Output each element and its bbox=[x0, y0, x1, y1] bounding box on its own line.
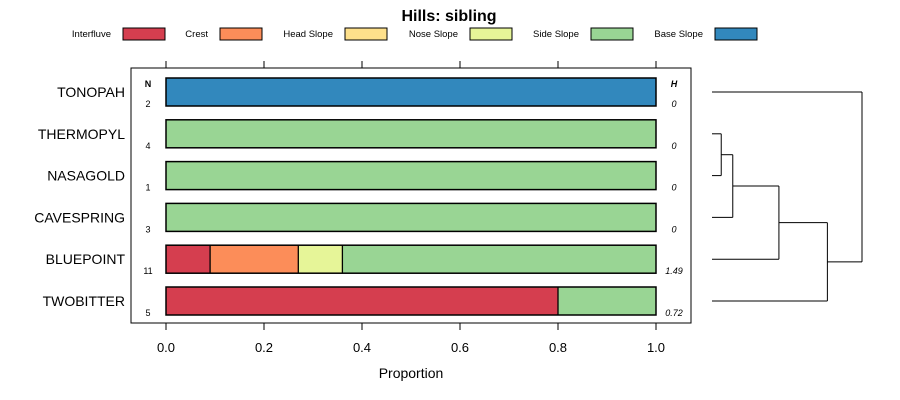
legend-swatch-base-slope bbox=[714, 27, 758, 41]
h-value-tonopah: 0 bbox=[671, 99, 676, 109]
h-value-cavespring: 0 bbox=[671, 224, 676, 234]
row-label-bluepoint: BLUEPOINT bbox=[46, 251, 126, 267]
h-value-bluepoint: 1.49 bbox=[665, 266, 683, 276]
x-tick-label-4: 0.8 bbox=[549, 340, 567, 355]
legend-label-crest: Crest bbox=[185, 29, 208, 40]
bar-segment-nasagold-side-slope bbox=[166, 161, 656, 190]
bar-outline-tonopah bbox=[165, 77, 657, 107]
plot-frame bbox=[130, 67, 692, 324]
bar-segment-bluepoint-side-slope bbox=[342, 245, 656, 274]
bar-segment-twobitter-interfluve bbox=[166, 287, 558, 315]
x-axis-ticks: 0.0 0.2 0.4 0.6 0.8 1.0 bbox=[157, 61, 665, 355]
n-value-bluepoint: 11 bbox=[143, 266, 152, 276]
n-value-nasagold: 1 bbox=[145, 183, 150, 193]
x-tick-label-1: 0.2 bbox=[255, 340, 273, 355]
x-tick-label-2: 0.4 bbox=[353, 340, 371, 355]
h-value-nasagold: 0 bbox=[671, 183, 676, 193]
h-column-header: H bbox=[671, 79, 678, 89]
n-column-header: N bbox=[145, 79, 152, 89]
x-tick-label-3: 0.6 bbox=[451, 340, 469, 355]
bar-rows: TONOPAH 2 0 THERMOPYL 4 0 NASAGOLD 1 0 CAVESPRING… bbox=[34, 77, 683, 318]
x-tick-label-5: 1.0 bbox=[647, 340, 665, 355]
legend: Interfluve Crest Head Slope Nose Slope Side … bbox=[72, 27, 758, 41]
dendrogram bbox=[712, 91, 863, 302]
bar-segment-bluepoint-interfluve bbox=[166, 245, 211, 274]
n-value-tonopah: 2 bbox=[145, 99, 150, 109]
bar-outline-nasagold bbox=[165, 160, 657, 191]
row-label-twobitter: TWOBITTER bbox=[43, 293, 125, 309]
legend-swatch-crest bbox=[219, 27, 263, 41]
legend-label-base-slope: Base Slope bbox=[654, 29, 703, 40]
row-label-thermopyl: THERMOPYL bbox=[38, 126, 125, 142]
legend-label-side-slope: Side Slope bbox=[533, 29, 579, 40]
bar-segment-cavespring-side-slope bbox=[166, 203, 656, 232]
n-value-twobitter: 5 bbox=[145, 308, 150, 318]
h-value-twobitter: 0.72 bbox=[665, 308, 683, 318]
legend-swatch-head-slope bbox=[344, 27, 388, 41]
bar-outline-thermopyl bbox=[165, 119, 657, 149]
bar-outline-twobitter bbox=[165, 286, 657, 316]
legend-label-nose-slope: Nose Slope bbox=[409, 29, 458, 40]
legend-swatch-interfluve bbox=[122, 27, 166, 41]
bar-segment-twobitter-side-slope bbox=[558, 287, 656, 315]
bar-outline-bluepoint bbox=[165, 244, 657, 274]
legend-swatch-side-slope bbox=[590, 27, 634, 41]
legend-label-head-slope: Head Slope bbox=[283, 29, 333, 40]
bar-outline-cavespring bbox=[165, 202, 657, 233]
x-axis-label: Proportion bbox=[379, 365, 444, 381]
row-label-cavespring: CAVESPRING bbox=[34, 209, 125, 225]
legend-swatch-nose-slope bbox=[469, 27, 513, 41]
row-label-tonopah: TONOPAH bbox=[57, 84, 125, 100]
bar-segment-thermopyl-side-slope bbox=[166, 119, 656, 148]
bar-segment-tonopah-base-slope bbox=[166, 78, 656, 106]
n-value-cavespring: 3 bbox=[145, 224, 150, 234]
legend-label-interfluve: Interfluve bbox=[72, 29, 111, 40]
bar-segment-bluepoint-crest bbox=[210, 245, 299, 274]
n-value-thermopyl: 4 bbox=[145, 141, 150, 151]
row-label-nasagold: NASAGOLD bbox=[47, 168, 125, 184]
h-value-thermopyl: 0 bbox=[671, 141, 676, 151]
x-tick-label-0: 0.0 bbox=[157, 340, 175, 355]
bar-segment-bluepoint-nose-slope bbox=[298, 245, 343, 274]
chart-title: Hills: sibling bbox=[401, 8, 496, 25]
